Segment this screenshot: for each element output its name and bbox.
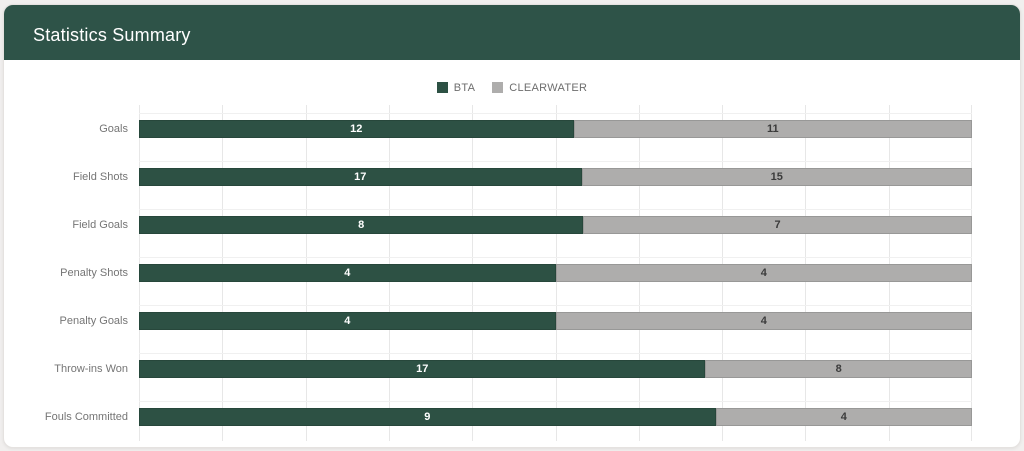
value-label: 15 xyxy=(770,170,783,183)
bar-segment-clearwater[interactable]: 4 xyxy=(555,312,972,330)
chart-legend: BTA CLEARWATER xyxy=(4,81,1020,94)
legend-swatch-bta xyxy=(436,82,448,93)
bar-segment-bta[interactable]: 8 xyxy=(139,216,584,234)
category-label: Throw-ins Won xyxy=(54,363,128,375)
legend-label-clearwater: CLEARWATER xyxy=(509,81,588,94)
value-label: 7 xyxy=(774,218,781,231)
bar-segment-bta[interactable]: 17 xyxy=(139,360,706,378)
row-gridline xyxy=(139,401,972,402)
bar-row-field-goals: Field Goals 8 7 xyxy=(72,201,972,249)
bar-segment-bta[interactable]: 4 xyxy=(139,312,556,330)
category-label: Penalty Goals xyxy=(59,315,128,327)
category-label: Penalty Shots xyxy=(60,267,128,279)
legend-label-bta: BTA xyxy=(453,81,476,94)
legend-item-bta: BTA xyxy=(436,81,476,94)
row-gridline xyxy=(139,161,972,162)
value-label: 9 xyxy=(424,410,431,423)
row-gridline xyxy=(139,113,972,114)
bar-track: 17 8 xyxy=(139,360,972,378)
bar-row-fouls-committed: Fouls Committed 9 4 xyxy=(45,393,972,441)
bar-row-throw-ins-won: Throw-ins Won 17 8 xyxy=(54,345,972,393)
row-gridline xyxy=(139,305,972,306)
value-label: 12 xyxy=(350,122,363,135)
bar-segment-bta[interactable]: 9 xyxy=(139,408,716,426)
row-gridline xyxy=(139,353,972,354)
bar-row-penalty-shots: Penalty Shots 4 4 xyxy=(60,249,972,297)
bar-segment-clearwater[interactable]: 11 xyxy=(573,120,972,138)
bar-row-goals: Goals 12 11 xyxy=(99,105,972,153)
value-label: 4 xyxy=(344,314,351,327)
statistics-card: Statistics Summary BTA CLEARWATER Goals 12… xyxy=(3,4,1021,448)
bar-segment-clearwater[interactable]: 4 xyxy=(555,264,972,282)
category-label: Fouls Committed xyxy=(44,411,128,423)
bar-segment-bta[interactable]: 17 xyxy=(139,168,582,186)
value-label: 11 xyxy=(766,122,779,135)
bar-segment-bta[interactable]: 12 xyxy=(139,120,574,138)
plot-area: Goals 12 11 Field Shots 17 15 Field Goals 8 7 Pen… xyxy=(45,105,972,441)
page-title: Statistics Summary xyxy=(33,25,191,45)
legend-item-clearwater: CLEARWATER xyxy=(492,82,587,94)
bar-row-field-shots: Field Shots 17 15 xyxy=(73,153,972,201)
row-gridline xyxy=(139,257,972,258)
card-header: Statistics Summary xyxy=(4,5,1020,60)
bar-row-penalty-goals: Penalty Goals 4 4 xyxy=(60,297,972,345)
category-label: Field Shots xyxy=(72,171,128,183)
bar-segment-clearwater[interactable]: 15 xyxy=(581,168,972,186)
category-label: Goals xyxy=(99,123,128,135)
value-label: 8 xyxy=(835,362,842,375)
legend-swatch-clearwater xyxy=(492,82,504,93)
bar-segment-clearwater[interactable]: 4 xyxy=(715,408,972,426)
bar-segment-clearwater[interactable]: 7 xyxy=(583,216,972,234)
row-gridline xyxy=(139,209,972,210)
bar-track: 17 15 xyxy=(139,168,972,186)
bar-segment-clearwater[interactable]: 8 xyxy=(705,360,972,378)
value-label: 4 xyxy=(344,266,351,279)
value-label: 8 xyxy=(358,218,365,231)
value-label: 17 xyxy=(416,362,429,375)
value-label: 4 xyxy=(840,410,847,423)
category-label: Field Goals xyxy=(72,219,128,231)
value-label: 4 xyxy=(760,314,767,327)
value-label: 4 xyxy=(760,266,767,279)
bar-segment-bta[interactable]: 4 xyxy=(139,264,556,282)
stacked-bar-chart: BTA CLEARWATER Goals 12 11 Field Shots 17 15 Fi… xyxy=(4,81,1020,441)
bar-track: 12 11 xyxy=(139,120,972,138)
value-label: 17 xyxy=(354,170,367,183)
